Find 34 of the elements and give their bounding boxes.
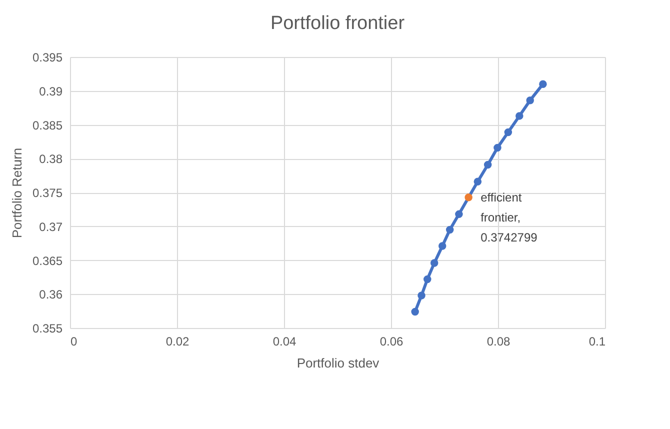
chart-title: Portfolio frontier [270,13,406,34]
y-tick-label: 0.375 [32,186,63,200]
x-tick-label: 0.02 [166,334,190,348]
point [455,210,463,218]
y-tick-label: 0.395 [32,50,63,64]
y-tick-label: 0.36 [39,288,63,302]
annotation: efficient frontier, 0.3742799 [480,190,538,244]
point [474,178,482,186]
point [446,226,454,234]
point [430,259,438,267]
point [464,194,472,202]
y-axis-title: Portfolio Return [9,148,24,238]
x-axis-title: Portfolio stdev [296,356,380,370]
y-tick-label: 0.385 [32,118,63,132]
point [418,292,426,300]
point [494,144,502,152]
y-tick-label: 0.39 [39,84,63,98]
point [424,275,432,284]
point [504,128,512,136]
x-tick-label: 0.06 [380,334,404,348]
y-tick-label: 0.355 [32,322,63,336]
point [438,242,446,250]
y-tick-label: 0.365 [32,254,63,268]
point [484,160,492,169]
x-tick-label: 0.1 [588,334,606,348]
x-tick-label: 0 [70,334,78,348]
x-tick-label: 0.04 [272,334,296,348]
y-tick-label: 0.37 [39,220,63,234]
point [516,112,524,120]
point [526,96,534,104]
point [539,80,547,88]
x-tick-label: 0.08 [486,334,510,348]
y-tick-label: 0.38 [39,152,63,166]
point [411,308,419,316]
